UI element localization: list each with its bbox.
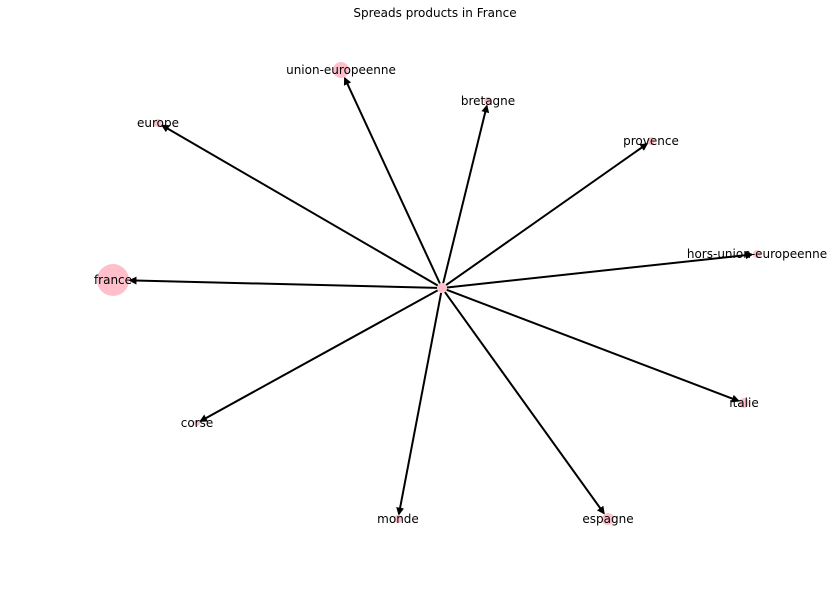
node-hors-union-europeenne	[753, 250, 761, 258]
node-label-hors-union-europeenne: hors-union-europeenne	[687, 247, 827, 261]
edge-layer	[128, 76, 754, 516]
node-label-bretagne: bretagne	[461, 94, 515, 108]
node-monde	[394, 515, 402, 523]
node-layer	[97, 62, 761, 525]
node-france	[97, 264, 129, 296]
node-label-provence: provence	[623, 134, 679, 148]
node-union-europeenne	[333, 62, 349, 78]
node-corse	[194, 420, 200, 426]
node-europe	[154, 119, 162, 127]
edge-center-to-bretagne	[442, 104, 490, 284]
node-provence	[647, 137, 655, 145]
diagram-title: Spreads products in France	[353, 6, 516, 20]
edge-center-to-europe	[161, 124, 439, 287]
edge-center-to-union-europeenne	[343, 76, 441, 284]
edge-center-to-monde	[396, 292, 443, 516]
edge-center-to-provence	[445, 143, 649, 286]
edge-center-to-espagne	[444, 291, 605, 515]
edge-center-to-corse	[199, 289, 439, 422]
node-label-espagne: espagne	[582, 512, 633, 526]
node-label-europe: europe	[137, 116, 179, 130]
node-label-france: france	[94, 273, 132, 287]
edge-center-to-italie	[446, 288, 740, 403]
node-label-union-europeenne: union-europeenne	[286, 63, 396, 77]
edge-center-to-france	[128, 276, 438, 289]
edge-center-to-hors-union-europeenne	[446, 251, 754, 289]
node-espagne	[602, 513, 614, 525]
node-label-monde: monde	[377, 512, 419, 526]
node-italie	[739, 398, 749, 408]
node-center	[437, 283, 447, 293]
node-label-corse: corse	[181, 416, 214, 430]
node-bretagne	[484, 97, 492, 105]
node-label-italie: italie	[729, 396, 758, 410]
label-layer: france union-europeenne bretagne europe prov…	[94, 63, 827, 526]
